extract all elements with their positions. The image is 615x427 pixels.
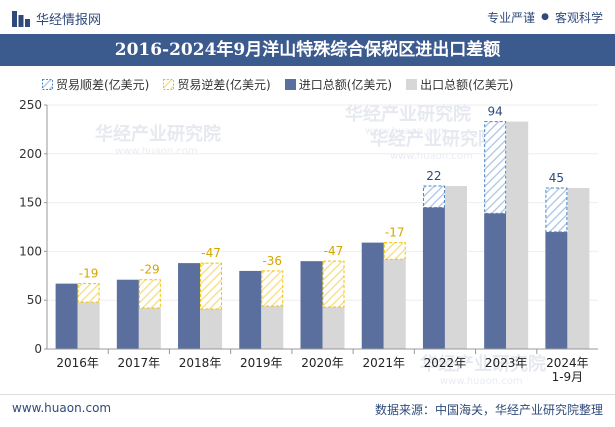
tagline-right: 客观科学 bbox=[554, 11, 603, 25]
footer-divider bbox=[0, 394, 615, 395]
legend-label-import: 进口总额(亿美元) bbox=[298, 78, 393, 92]
export-bar bbox=[383, 259, 406, 349]
deficit-bar bbox=[322, 260, 345, 308]
x-tick-label: 2016年 bbox=[56, 356, 99, 370]
y-tick-label: 200 bbox=[19, 147, 42, 161]
surplus-label: 22 bbox=[426, 169, 441, 183]
brand[interactable]: 华经情报网 bbox=[12, 9, 101, 28]
watermark-url: www.huaon.com bbox=[440, 376, 523, 387]
x-tick-label: 2022年 bbox=[424, 356, 467, 370]
deficit-label: -47 bbox=[324, 244, 344, 258]
legend-label-deficit: 贸易逆差(亿美元) bbox=[177, 78, 271, 92]
bars bbox=[55, 121, 590, 349]
import-bar bbox=[361, 242, 384, 349]
legend-item-deficit: 贸易逆差(亿美元) bbox=[163, 76, 271, 93]
import-bar bbox=[116, 279, 139, 349]
deficit-label: -29 bbox=[140, 263, 160, 277]
watermark-url: www.huaon.com bbox=[390, 151, 473, 162]
legend-label-surplus: 贸易顺差(亿美元) bbox=[56, 78, 150, 92]
import-bar bbox=[545, 231, 568, 349]
chart-title: 2016-2024年9月洋山特殊综合保税区进出口差额 bbox=[0, 34, 615, 66]
watermark-url: www.huaon.com bbox=[115, 146, 198, 157]
y-tick-label: 0 bbox=[34, 342, 42, 356]
x-tick-label: 2018年 bbox=[179, 356, 222, 370]
deficit-bar bbox=[138, 279, 161, 309]
import-bar bbox=[484, 213, 507, 349]
surplus-bar bbox=[545, 187, 568, 233]
x-tick-label: 2019年 bbox=[240, 356, 283, 370]
surplus-bar bbox=[484, 121, 507, 214]
y-tick-label: 250 bbox=[19, 98, 42, 112]
x-tick-label: 2021年 bbox=[362, 356, 405, 370]
export-bar bbox=[77, 302, 100, 349]
deficit-label: -19 bbox=[79, 267, 99, 281]
import-bar bbox=[239, 270, 262, 349]
import-bar bbox=[422, 207, 445, 349]
watermark-text: 华经产业研究院 bbox=[420, 353, 546, 375]
deficit-label: -36 bbox=[262, 254, 282, 268]
watermark-text: 华经产业研究院 bbox=[345, 103, 471, 125]
export-bar bbox=[322, 307, 345, 349]
x-tick-label: 2020年 bbox=[301, 356, 344, 370]
x-tick-label: 2023年 bbox=[485, 356, 528, 370]
deficit-label: -47 bbox=[201, 246, 221, 260]
brand-logo-icon bbox=[12, 10, 30, 27]
export-bar bbox=[200, 308, 223, 349]
surplus-bar bbox=[422, 185, 445, 208]
tagline-left: 专业严谨 bbox=[487, 11, 536, 25]
tagline: 专业严谨 ● 客观科学 bbox=[487, 9, 603, 26]
legend-surplus-swatch-icon bbox=[42, 79, 53, 90]
y-tick-label: 150 bbox=[19, 196, 42, 210]
legend-import-swatch-icon bbox=[284, 79, 296, 90]
top-bar: 华经情报网 专业严谨 ● 客观科学 bbox=[0, 0, 615, 34]
legend-item-surplus: 贸易顺差(亿美元) bbox=[42, 76, 149, 93]
legend-label-export: 出口总额(亿美元) bbox=[420, 78, 514, 92]
brand-name: 华经情报网 bbox=[36, 13, 102, 28]
deficit-bar bbox=[383, 242, 406, 260]
x-tick-label: 2017年 bbox=[118, 356, 161, 370]
legend: 贸易顺差(亿美元) 贸易逆差(亿美元) 进口总额(亿美元) 出口总额(亿美元) bbox=[42, 76, 514, 93]
footer-source: 数据来源：中国海关，华经产业研究院整理 bbox=[374, 403, 603, 417]
deficit-bar bbox=[200, 262, 223, 310]
export-bar bbox=[261, 306, 284, 349]
export-bar bbox=[444, 186, 467, 349]
y-tick-label: 100 bbox=[19, 244, 42, 258]
axes: 0 50 100 150 200 250 2016年 2017年 2018年 2019年 2020年… bbox=[19, 98, 598, 384]
data-labels: -19 -29 -47 -36 -47 -17 22 94 45 bbox=[79, 105, 564, 281]
y-tick-label: 50 bbox=[27, 293, 42, 307]
surplus-label: 94 bbox=[488, 105, 503, 119]
legend-deficit-swatch-icon bbox=[163, 79, 175, 90]
watermark-url: www.huaon.com bbox=[365, 126, 448, 137]
deficit-bar bbox=[261, 270, 284, 307]
legend-item-export: 出口总额(亿美元) bbox=[406, 76, 514, 93]
watermark-group: 华经产业研究院www.huaon.com华经产业研究院www.huaon.com… bbox=[95, 103, 546, 387]
deficit-label: -17 bbox=[385, 226, 405, 240]
import-bar bbox=[178, 263, 201, 349]
chart-area: 华经产业研究院www.huaon.com华经产业研究院www.huaon.com… bbox=[19, 98, 598, 387]
export-bar bbox=[138, 308, 161, 349]
import-bar bbox=[300, 261, 323, 349]
export-bar bbox=[567, 187, 590, 349]
export-bar bbox=[506, 121, 529, 349]
deficit-bar bbox=[77, 283, 100, 303]
legend-export-swatch-icon bbox=[406, 79, 418, 90]
watermark-text: 华经产业研究院 bbox=[370, 128, 496, 150]
x-tick-label: 2024年 bbox=[546, 356, 589, 370]
import-bar bbox=[55, 283, 78, 349]
footer-site[interactable]: www.huaon.com bbox=[12, 401, 112, 415]
x-tick-label: 1-9月 bbox=[552, 370, 584, 384]
surplus-label: 45 bbox=[549, 171, 564, 185]
watermark-text: 华经产业研究院 bbox=[95, 123, 221, 145]
legend-item-import: 进口总额(亿美元) bbox=[284, 76, 393, 93]
tagline-separator: ● bbox=[541, 12, 549, 22]
